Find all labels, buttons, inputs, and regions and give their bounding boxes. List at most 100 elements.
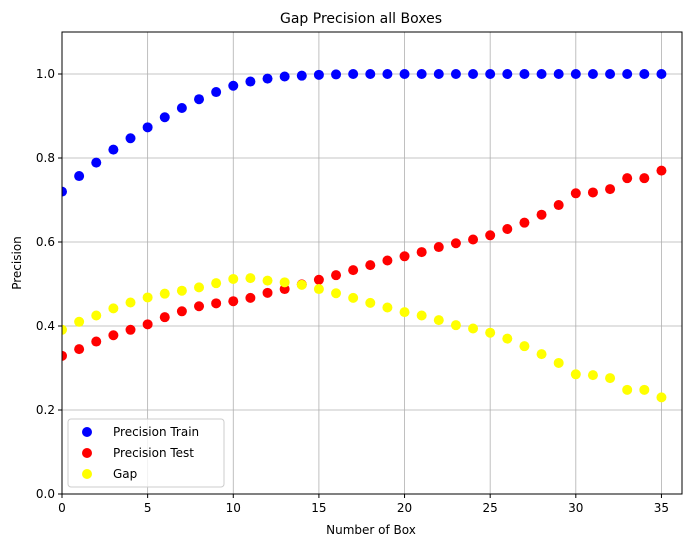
point-test xyxy=(365,260,376,271)
point-test xyxy=(502,223,513,234)
point-test xyxy=(433,242,444,253)
point-train xyxy=(570,69,581,79)
point-gap xyxy=(519,341,530,352)
x-tick-label: 15 xyxy=(311,501,326,515)
point-train xyxy=(605,69,616,79)
point-test xyxy=(125,324,136,335)
point-train xyxy=(142,122,153,133)
point-gap xyxy=(245,273,256,284)
point-gap xyxy=(433,315,444,326)
point-test xyxy=(450,238,461,249)
legend: Precision Train Precision Test Gap xyxy=(67,418,225,488)
point-test xyxy=(605,184,616,195)
point-train xyxy=(176,103,187,114)
point-test xyxy=(331,270,342,281)
point-test xyxy=(382,255,393,266)
point-train xyxy=(450,69,461,79)
series-gap xyxy=(62,273,667,403)
point-gap xyxy=(228,273,239,284)
point-test xyxy=(536,209,547,220)
point-gap xyxy=(485,327,496,338)
point-gap xyxy=(62,324,67,335)
point-test xyxy=(313,274,324,285)
y-axis-ticks: 0.0 0.2 0.4 0.6 0.8 1.0 xyxy=(36,67,62,501)
point-test xyxy=(468,234,479,245)
point-gap xyxy=(639,384,650,395)
point-gap xyxy=(125,297,136,308)
y-axis-label: Precision xyxy=(10,236,24,290)
point-gap xyxy=(502,333,513,344)
plot-frame xyxy=(61,31,683,495)
y-tick-label: 0.2 xyxy=(36,403,55,417)
point-train xyxy=(348,69,359,79)
point-gap xyxy=(656,392,667,403)
chart-title: Gap Precision all Boxes xyxy=(280,11,442,27)
point-train xyxy=(245,76,256,87)
y-tick-label: 0.4 xyxy=(36,319,55,333)
point-test xyxy=(194,301,205,312)
point-gap xyxy=(416,310,427,321)
point-train xyxy=(228,80,239,91)
point-train xyxy=(91,157,102,168)
point-gap xyxy=(142,292,153,303)
point-train xyxy=(587,69,598,79)
point-gap xyxy=(108,303,119,314)
point-gap xyxy=(313,284,324,295)
point-train xyxy=(296,70,307,81)
x-axis-ticks: 0 5 10 15 20 25 30 35 xyxy=(58,494,669,515)
point-gap xyxy=(176,285,187,296)
point-train xyxy=(399,69,410,79)
series-test xyxy=(62,165,667,361)
point-test xyxy=(485,230,496,241)
point-train xyxy=(313,69,324,80)
point-test xyxy=(656,165,667,176)
x-tick-label: 5 xyxy=(144,501,152,515)
point-train xyxy=(639,69,650,79)
point-train xyxy=(279,71,290,82)
point-test xyxy=(176,306,187,317)
point-gap xyxy=(74,316,85,327)
point-gap xyxy=(159,288,170,299)
point-gap xyxy=(622,384,633,395)
point-train xyxy=(194,94,205,105)
point-train xyxy=(262,73,273,84)
point-test xyxy=(159,312,170,323)
point-gap xyxy=(570,369,581,380)
point-test xyxy=(639,173,650,184)
point-train xyxy=(536,69,547,79)
point-gap xyxy=(262,275,273,286)
point-train xyxy=(468,69,479,79)
point-test xyxy=(399,251,410,262)
point-train xyxy=(433,69,444,79)
point-test xyxy=(108,330,119,341)
point-train xyxy=(656,69,667,79)
legend-box xyxy=(67,418,225,488)
point-train xyxy=(62,186,67,197)
point-test xyxy=(553,200,564,211)
point-train xyxy=(159,112,170,123)
y-tick-label: 0.0 xyxy=(36,487,55,501)
point-test xyxy=(519,217,530,228)
point-gap xyxy=(553,357,564,368)
point-train xyxy=(502,69,513,79)
point-train xyxy=(519,69,530,79)
point-test xyxy=(245,292,256,303)
point-test xyxy=(74,344,85,355)
point-train xyxy=(125,133,136,144)
point-train xyxy=(211,87,222,98)
point-train xyxy=(108,144,119,155)
point-test xyxy=(622,173,633,184)
y-tick-label: 0.8 xyxy=(36,151,55,165)
point-gap xyxy=(382,302,393,313)
point-train xyxy=(485,69,496,79)
point-gap xyxy=(348,292,359,303)
x-tick-label: 25 xyxy=(483,501,498,515)
point-gap xyxy=(587,370,598,381)
series-train xyxy=(62,69,667,197)
point-test xyxy=(570,188,581,199)
x-tick-label: 0 xyxy=(58,501,66,515)
point-train xyxy=(365,69,376,79)
point-test xyxy=(211,298,222,309)
x-tick-label: 30 xyxy=(568,501,583,515)
